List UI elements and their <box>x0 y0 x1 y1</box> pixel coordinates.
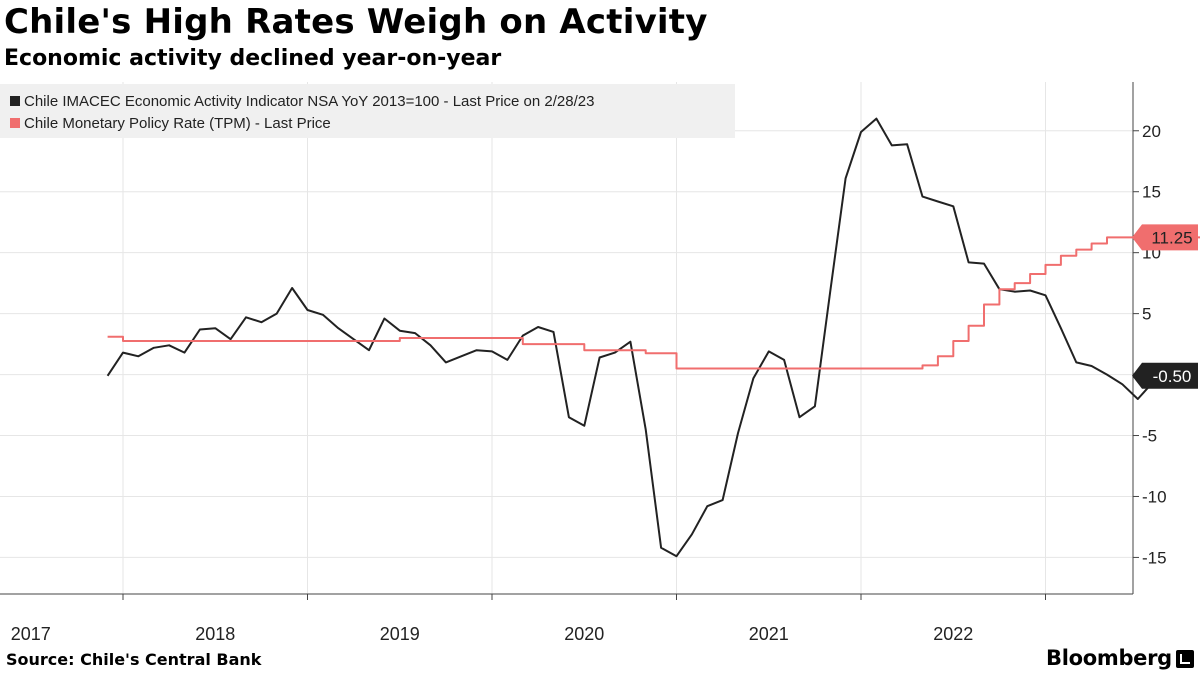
x-tick-label: 2017 <box>11 624 51 644</box>
x-tick-label: 2022 <box>933 624 973 644</box>
grid-lines <box>0 82 1134 595</box>
series-lines <box>106 117 1200 558</box>
bloomberg-chart-icon <box>1176 650 1194 668</box>
y-tick-label: -5 <box>1142 427 1157 446</box>
legend-background <box>0 84 735 138</box>
x-tick-label: 2018 <box>195 624 235 644</box>
y-axis: 20151050-5-10-15 <box>1133 122 1167 567</box>
last-value-label: 11.25 <box>1151 228 1192 247</box>
legend-swatch <box>10 96 20 106</box>
last-value-badge <box>1132 224 1198 251</box>
last-value-badge <box>1132 362 1198 389</box>
y-tick-label: 20 <box>1142 122 1161 141</box>
y-tick-label: 15 <box>1142 183 1161 202</box>
last-value-badges: -0.50 11.25 <box>1132 224 1198 389</box>
legend-label: Chile Monetary Policy Rate (TPM) - Last … <box>24 115 331 132</box>
series-line-tpm <box>107 236 1200 370</box>
x-tick-label: 2020 <box>564 624 604 644</box>
brand-logo: Bloomberg <box>1046 646 1172 670</box>
x-tick-label: 2021 <box>749 624 789 644</box>
y-tick-label: -10 <box>1142 487 1167 506</box>
last-value-label: -0.50 <box>1153 367 1192 386</box>
y-tick-label: 5 <box>1142 305 1151 324</box>
legend: Chile IMACEC Economic Activity Indicator… <box>10 93 594 132</box>
series-line-imacec <box>106 117 1185 558</box>
x-tick-label: 2019 <box>380 624 420 644</box>
chart-subtitle: Economic activity declined year-on-year <box>4 46 502 71</box>
y-tick-label: -15 <box>1142 548 1167 567</box>
chart-title: Chile's High Rates Weigh on Activity <box>4 2 708 42</box>
x-axis: 2017201820192020202120222023 <box>11 594 1046 644</box>
legend-label: Chile IMACEC Economic Activity Indicator… <box>24 93 594 110</box>
source-note: Source: Chile's Central Bank <box>6 650 262 669</box>
legend-swatch <box>10 118 20 128</box>
